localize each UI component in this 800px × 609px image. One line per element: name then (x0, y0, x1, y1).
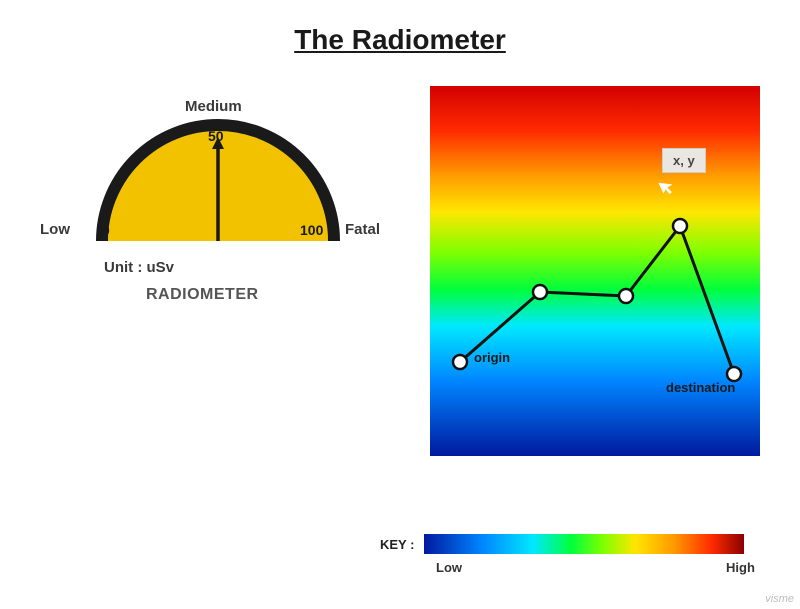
gauge-label-low: Low (40, 221, 70, 238)
gauge-tick-0: 0 (102, 222, 110, 238)
radiometer-gauge: Medium Low Fatal 0 50 100 Unit : uSv RAD… (20, 106, 400, 406)
gauge-label-fatal: Fatal (345, 221, 380, 238)
key-high-label: High (726, 560, 755, 575)
gauge-label-medium: Medium (185, 98, 242, 115)
heatmap-tooltip: x, y (662, 148, 706, 173)
gauge-tick-50: 50 (208, 128, 224, 144)
watermark: visme (765, 593, 794, 605)
page-title: The Radiometer (0, 24, 800, 56)
key-row: KEY : (380, 534, 744, 554)
gauge-tick-100: 100 (300, 222, 323, 238)
gauge-caption: RADIOMETER (146, 286, 259, 304)
gauge-unit-label: Unit : uSv (104, 259, 174, 276)
cursor-icon (658, 178, 676, 196)
key-gradient-bar (424, 534, 744, 554)
heatmap-panel: x, y origin destination (430, 86, 760, 456)
content-row: Medium Low Fatal 0 50 100 Unit : uSv RAD… (0, 106, 800, 456)
key-label: KEY : (380, 537, 414, 552)
path-point-label: origin (474, 350, 510, 365)
key-low-label: Low (436, 560, 462, 575)
path-point-label: destination (666, 380, 735, 395)
heatmap-path-svg (430, 86, 760, 456)
